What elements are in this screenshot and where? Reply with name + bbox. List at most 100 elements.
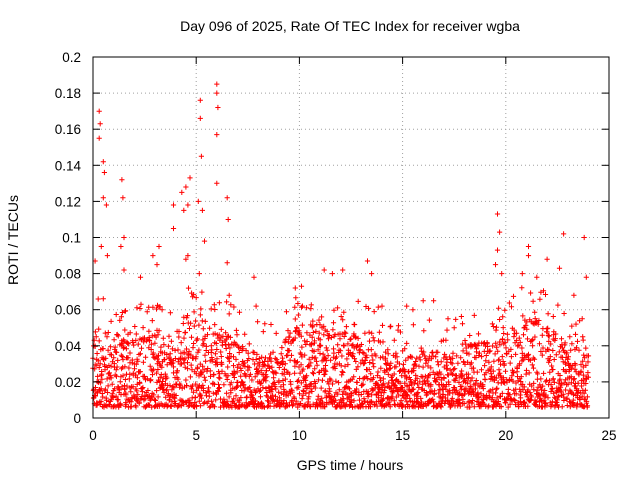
data-point bbox=[527, 357, 533, 363]
data-point bbox=[537, 296, 543, 302]
data-point bbox=[209, 347, 215, 353]
data-point bbox=[388, 323, 394, 329]
data-point bbox=[411, 380, 417, 386]
data-point bbox=[379, 322, 386, 328]
data-point bbox=[361, 360, 367, 366]
data-point bbox=[286, 334, 292, 340]
data-point bbox=[564, 350, 570, 356]
data-point bbox=[441, 374, 447, 381]
data-point bbox=[233, 384, 240, 390]
data-point bbox=[569, 341, 575, 347]
data-point bbox=[105, 383, 111, 389]
data-point bbox=[444, 327, 450, 333]
data-point bbox=[214, 346, 220, 353]
data-point bbox=[583, 345, 589, 351]
data-point bbox=[534, 388, 540, 394]
data-point bbox=[146, 328, 152, 334]
data-point bbox=[281, 371, 287, 377]
data-point bbox=[571, 292, 577, 298]
data-point bbox=[151, 392, 157, 398]
data-point bbox=[471, 404, 477, 410]
data-point bbox=[420, 298, 426, 304]
data-point bbox=[212, 306, 218, 313]
data-point bbox=[130, 339, 136, 346]
data-point bbox=[579, 316, 585, 322]
data-point bbox=[542, 387, 548, 394]
data-point bbox=[450, 350, 456, 356]
data-point bbox=[267, 356, 273, 362]
data-point bbox=[482, 363, 488, 369]
data-point bbox=[457, 403, 463, 409]
data-point bbox=[321, 267, 327, 273]
data-point bbox=[170, 202, 177, 208]
data-point bbox=[508, 346, 514, 352]
data-point bbox=[536, 341, 543, 347]
data-point bbox=[499, 337, 506, 343]
data-point bbox=[478, 403, 484, 409]
data-point bbox=[525, 403, 531, 409]
data-point bbox=[260, 329, 266, 335]
data-point bbox=[133, 361, 139, 367]
data-point bbox=[549, 402, 555, 408]
data-point bbox=[253, 303, 259, 309]
data-point bbox=[178, 402, 184, 409]
data-point bbox=[480, 386, 486, 392]
data-point bbox=[299, 354, 305, 360]
data-point bbox=[224, 398, 230, 404]
data-point bbox=[215, 104, 221, 111]
data-point bbox=[120, 373, 126, 379]
data-point bbox=[555, 394, 561, 400]
data-point bbox=[547, 369, 553, 375]
data-point bbox=[97, 361, 103, 367]
data-point bbox=[170, 384, 176, 390]
data-point bbox=[306, 356, 312, 362]
data-point bbox=[385, 351, 391, 357]
data-point bbox=[261, 404, 268, 410]
data-point bbox=[181, 207, 187, 213]
data-point bbox=[523, 322, 529, 328]
data-point bbox=[435, 349, 441, 355]
data-point bbox=[330, 320, 337, 326]
data-point bbox=[508, 304, 515, 310]
data-point bbox=[103, 355, 109, 361]
data-point bbox=[123, 390, 129, 396]
data-point bbox=[337, 336, 343, 342]
data-point bbox=[236, 309, 243, 315]
data-point bbox=[216, 384, 223, 391]
data-point bbox=[128, 389, 134, 395]
data-point bbox=[216, 300, 222, 306]
data-point bbox=[184, 383, 190, 389]
data-point bbox=[430, 396, 436, 402]
data-point bbox=[198, 395, 204, 401]
data-point bbox=[501, 362, 507, 368]
data-point bbox=[206, 393, 212, 399]
data-point bbox=[112, 344, 118, 350]
data-point bbox=[117, 379, 123, 385]
data-point bbox=[192, 395, 198, 401]
data-point bbox=[171, 385, 177, 391]
data-point bbox=[128, 404, 134, 410]
data-point bbox=[331, 307, 337, 313]
data-point bbox=[161, 342, 167, 348]
data-point bbox=[447, 401, 453, 408]
data-point bbox=[225, 401, 231, 407]
data-point bbox=[293, 360, 299, 366]
data-point bbox=[323, 345, 329, 351]
data-point bbox=[375, 304, 381, 310]
data-point bbox=[467, 404, 473, 410]
data-point bbox=[532, 316, 538, 322]
data-point bbox=[203, 343, 209, 349]
data-point bbox=[518, 374, 524, 380]
data-point bbox=[489, 395, 495, 401]
data-point bbox=[453, 376, 459, 382]
data-point bbox=[111, 355, 117, 361]
data-point bbox=[380, 339, 386, 345]
data-point bbox=[458, 386, 464, 392]
data-point bbox=[183, 377, 189, 383]
data-point bbox=[360, 381, 366, 387]
data-point bbox=[296, 391, 303, 397]
data-point bbox=[137, 369, 143, 375]
data-point bbox=[570, 391, 577, 397]
data-point bbox=[99, 368, 105, 375]
data-point bbox=[169, 346, 175, 352]
